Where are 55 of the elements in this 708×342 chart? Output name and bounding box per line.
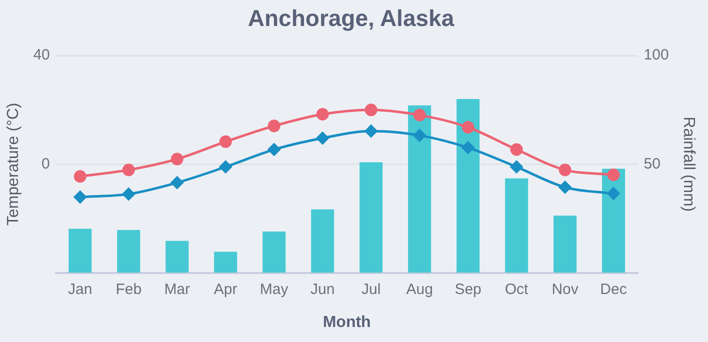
x-tick-label: Aug [406,280,433,298]
point [462,141,474,154]
bar [311,209,334,273]
bar [456,99,480,273]
bar [554,216,577,273]
point [170,152,184,166]
bar [166,240,189,273]
y2-tick-label: 100 [644,46,669,64]
x-tick-label: Feb [116,280,142,298]
point [364,124,378,138]
point [268,143,280,156]
point [219,135,232,148]
point [558,164,572,176]
x-tick-label: Jan [68,280,92,298]
x-tick-label: Mar [164,280,190,298]
point [122,188,135,200]
point [74,170,86,183]
y2-tick-label: 50 [644,155,660,172]
y-axis-title: Temperature (°C) [5,102,22,226]
x-tick-label: Jun [310,280,335,298]
bar [68,228,92,273]
y-tick-label: 40 [33,46,50,64]
point [316,132,329,144]
bar [214,252,238,273]
x-tick-label: May [260,280,289,298]
point [268,120,280,132]
bar [505,178,528,273]
chart-title: Anchorage, Alaska [248,5,454,32]
x-axis-title: Month [322,314,371,331]
x-tick-label: Dec [600,280,628,298]
point [510,143,523,156]
x-tick-label: Nov [552,280,579,298]
bar [117,230,140,273]
point [74,190,86,204]
x-tick-label: Apr [214,280,238,298]
bar [262,232,286,273]
point [607,187,620,200]
bar [408,105,432,273]
bar [360,162,383,273]
point [607,168,620,182]
point [316,108,329,120]
point [219,160,232,174]
point [510,160,523,174]
point [364,104,378,116]
y2-axis-title: Rainfall (mm) [680,116,697,212]
point [462,121,474,134]
x-tick-label: Oct [504,280,530,298]
point [170,176,184,189]
y-tick-label: 0 [42,155,50,172]
x-tick-label: Sep [454,280,482,298]
x-tick-label: Jul [361,280,381,298]
point [413,129,426,142]
point [558,181,572,194]
point [413,108,426,122]
point [122,164,135,176]
